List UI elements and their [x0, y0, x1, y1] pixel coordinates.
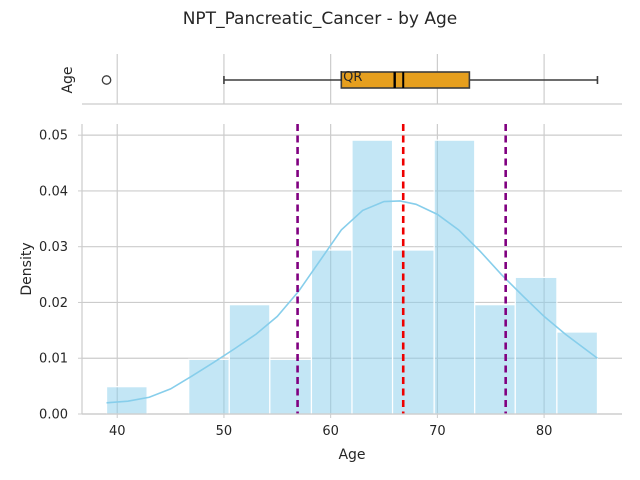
histogram-y-axis-label: Density: [19, 242, 35, 295]
y-tick-label: 0.04: [39, 184, 68, 199]
y-tick-label: 0.01: [39, 352, 68, 367]
histogram-bar: [310, 249, 353, 415]
x-tick-label: 80: [536, 424, 553, 439]
histogram-bar: [433, 139, 476, 415]
box-gridlines: [116, 54, 545, 104]
box-marks: [101, 71, 599, 89]
histogram-panel: 40 50 60 70 80 0.000.010.020.030.040.05 Age …: [19, 124, 622, 463]
y-tick-label: 0.02: [39, 296, 68, 311]
histogram-bar: [105, 386, 148, 415]
outlier-point: [101, 75, 112, 85]
histogram-x-axis-label: Age: [338, 447, 365, 463]
histogram-bar: [269, 358, 313, 415]
histogram-bar: [556, 331, 599, 415]
histogram-bar: [228, 304, 271, 415]
x-tick-label: 50: [216, 424, 233, 439]
box-y-axis-label: Age: [60, 66, 76, 93]
histogram-bar: [351, 139, 394, 415]
box-panel: Age IQR: [60, 54, 622, 105]
x-tick-label: 70: [429, 424, 446, 439]
x-tick-label: 40: [109, 424, 126, 439]
iqr-annotation: IQR: [339, 70, 362, 85]
histogram-bar: [188, 358, 230, 415]
y-tick-label: 0.03: [39, 240, 68, 255]
chart-title: NPT_Pancreatic_Cancer - by Age: [183, 9, 458, 29]
y-tick-label: 0.00: [39, 408, 68, 423]
x-tick-label: 60: [322, 424, 339, 439]
y-tick-label: 0.05: [39, 129, 68, 144]
reference-lines: [296, 124, 507, 414]
histogram-bar: [514, 276, 558, 415]
iqr-box: [340, 71, 471, 89]
histogram-x-ticks: 40 50 60 70 80: [109, 414, 552, 439]
histogram-y-ticks: 0.00 0.01 0.02 0.03 0.04 0.05: [39, 129, 82, 423]
histogram-bars: [105, 139, 599, 415]
histogram-bar: [474, 304, 516, 415]
histogram-bar: [391, 249, 435, 415]
